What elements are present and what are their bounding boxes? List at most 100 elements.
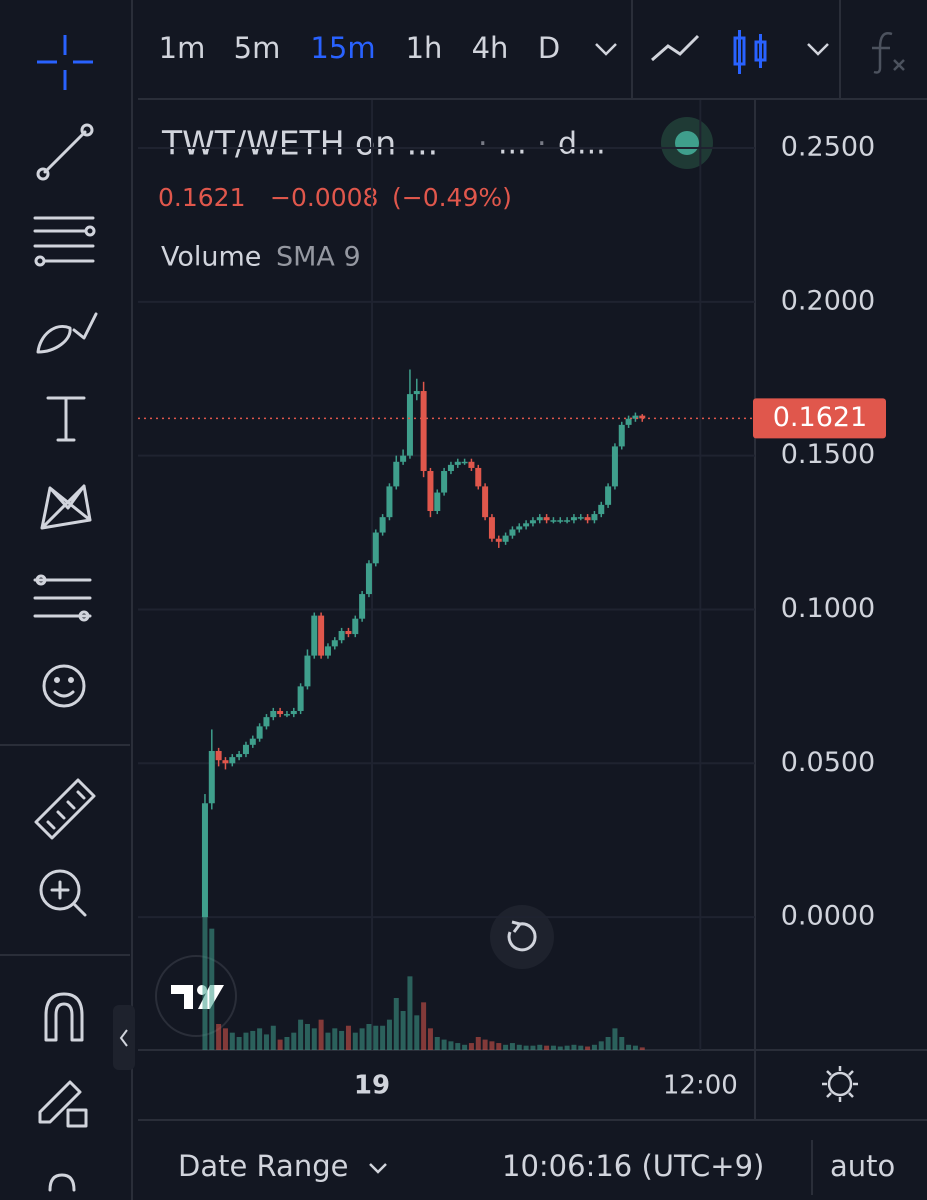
candle-body: [468, 461, 475, 468]
candle-body: [639, 415, 646, 419]
interval-button[interactable]: 1h: [406, 31, 443, 65]
brush-tool[interactable]: [36, 312, 98, 354]
volume-bar: [250, 1030, 256, 1050]
candle-body: [420, 391, 427, 472]
pattern-tool[interactable]: [40, 484, 92, 530]
text-tool[interactable]: [46, 396, 86, 442]
volume-bar: [407, 976, 413, 1050]
candle-body: [632, 415, 639, 419]
candle-body: [605, 486, 612, 505]
trendline-tool[interactable]: [36, 123, 94, 181]
volume-bar: [468, 1043, 474, 1050]
candle-body: [611, 446, 618, 487]
candle-body: [365, 563, 372, 595]
candle-body: [359, 594, 366, 619]
candle-body: [290, 710, 297, 715]
prediction-tool[interactable]: [33, 574, 92, 622]
candle-body: [352, 618, 359, 635]
volume-bar: [202, 833, 208, 1050]
volume-bar: [612, 1028, 618, 1050]
volume-bar: [448, 1041, 454, 1050]
candle-body: [482, 486, 489, 518]
interval-button[interactable]: D: [538, 31, 560, 65]
candle-body: [277, 710, 284, 715]
tradingview-logo[interactable]: [155, 955, 237, 1037]
volume-bar: [544, 1045, 550, 1050]
y-tick-label: 0.0500: [781, 747, 875, 778]
volume-bar: [209, 928, 215, 1050]
y-tick-label: 0.0000: [781, 901, 875, 932]
crosshair-tool[interactable]: [37, 35, 93, 90]
magnet-tool[interactable]: [44, 992, 84, 1042]
interval-button[interactable]: 5m: [234, 31, 281, 65]
volume-bar: [550, 1045, 556, 1050]
candle-body: [345, 630, 352, 635]
volume-bar: [414, 1015, 420, 1050]
volume-bar: [229, 1032, 235, 1050]
volume-bar: [619, 1037, 625, 1050]
volume-bar: [277, 1039, 283, 1050]
volume-bar: [380, 1025, 386, 1050]
volume-bar: [564, 1045, 570, 1050]
interval-button[interactable]: 4h: [472, 31, 509, 65]
volume-bar: [400, 1011, 406, 1050]
volume-bar: [475, 1037, 481, 1050]
interval-dropdown[interactable]: [595, 43, 617, 56]
volume-bar: [393, 998, 399, 1050]
interval-button[interactable]: 1m: [159, 31, 206, 65]
separator: ·: [537, 127, 547, 162]
candle-body: [598, 504, 605, 515]
volume-bar: [591, 1044, 597, 1050]
volume-bar: [639, 1047, 645, 1050]
indicators-button[interactable]: [872, 32, 905, 74]
volume-bar: [339, 1030, 345, 1050]
candle-body: [215, 750, 222, 761]
volume-bar: [578, 1045, 584, 1050]
style-dropdown[interactable]: [807, 43, 829, 56]
volume-bar: [216, 1024, 222, 1050]
volume-bar: [537, 1044, 543, 1050]
y-tick-label: 0.2500: [781, 131, 875, 162]
indicator-name: Volume: [161, 242, 261, 273]
candle-body: [283, 714, 290, 716]
volume-bar: [434, 1037, 440, 1050]
emoji-tool[interactable]: [42, 664, 86, 708]
volume-bar: [359, 1028, 365, 1050]
candle-body: [434, 492, 441, 512]
ruler-tool[interactable]: [34, 778, 96, 840]
volume-bar: [585, 1046, 591, 1050]
candle-body: [249, 738, 256, 745]
fib-tool[interactable]: [33, 216, 96, 267]
volume-bar: [482, 1039, 488, 1050]
scale-mode[interactable]: auto: [830, 1149, 895, 1183]
trash-tool[interactable]: [48, 1173, 76, 1192]
clock[interactable]: 10:06:16 (UTC+9): [502, 1149, 764, 1183]
legend-change-pct: (−0.49%): [392, 183, 512, 212]
candle-body: [263, 717, 270, 727]
volume-bar: [366, 1024, 372, 1050]
candle-style-button[interactable]: [733, 30, 767, 74]
candle-body: [564, 520, 571, 522]
plot: [138, 100, 755, 1050]
volume-bar: [311, 1028, 317, 1050]
x-tick-label: 12:00: [663, 1071, 738, 1101]
date-range[interactable]: Date Range: [178, 1149, 348, 1183]
candle-body: [222, 760, 229, 764]
legend-price: 0.1621: [158, 183, 245, 212]
candle-body: [536, 517, 543, 521]
volume-bar: [304, 1024, 310, 1050]
zoom-tool[interactable]: [39, 869, 87, 917]
volume-bar: [243, 1032, 249, 1050]
interval-button[interactable]: 15m: [310, 31, 375, 65]
market-status-dot: [675, 131, 699, 155]
lock-tool[interactable]: [38, 1080, 88, 1128]
candle-body: [577, 517, 584, 519]
collapse-sidebar[interactable]: [113, 1005, 135, 1070]
line-style-button[interactable]: [651, 34, 700, 62]
volume-bar: [222, 1028, 228, 1050]
volume-bar: [257, 1028, 263, 1050]
settings-button[interactable]: [822, 1066, 858, 1102]
reset-chart-button[interactable]: [490, 905, 554, 969]
candle-body: [584, 517, 591, 521]
